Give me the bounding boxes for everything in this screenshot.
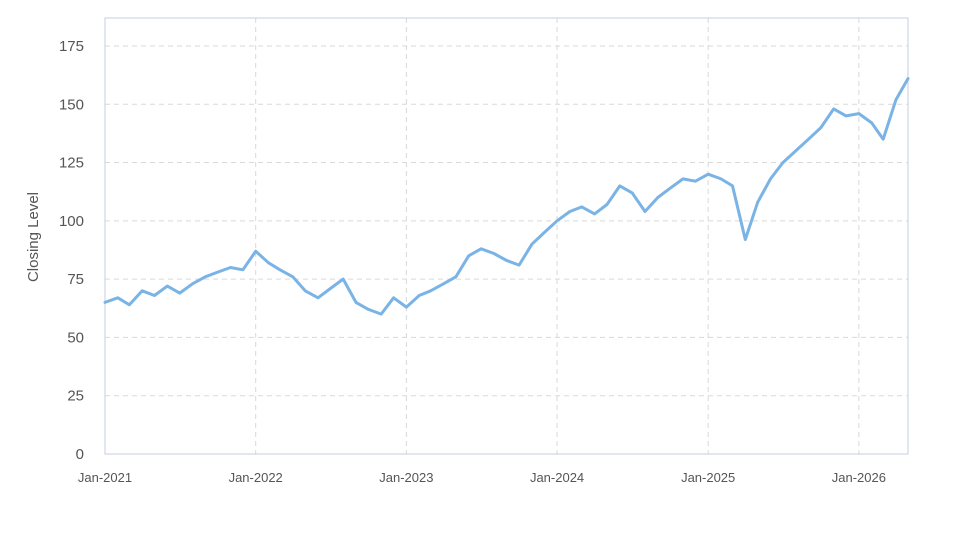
data-point — [442, 282, 445, 285]
data-point — [807, 138, 810, 141]
data-point — [681, 177, 685, 181]
data-point — [707, 173, 710, 176]
data-point — [580, 205, 583, 209]
data-point — [153, 294, 156, 297]
data-point — [530, 243, 534, 246]
y-tick-label: 150 — [59, 96, 84, 113]
data-point — [694, 180, 697, 183]
data-point — [128, 303, 131, 306]
data-point — [505, 259, 508, 262]
data-point — [857, 112, 861, 115]
data-point — [844, 114, 848, 118]
x-tick-label: Jan-2022 — [229, 470, 283, 485]
data-point — [216, 270, 219, 274]
y-tick-label: 125 — [59, 155, 84, 172]
y-tick-label: 75 — [67, 271, 84, 288]
data-point — [418, 294, 421, 297]
x-tick-label: Jan-2024 — [530, 470, 584, 485]
data-point — [543, 231, 546, 234]
data-point — [342, 277, 345, 281]
data-point — [354, 301, 358, 304]
y-axis-title: Closing Level — [25, 192, 42, 282]
x-tick-label: Jan-2023 — [379, 470, 433, 485]
data-point — [605, 203, 609, 206]
data-point — [555, 219, 559, 222]
data-point — [329, 287, 332, 290]
data-point — [656, 196, 659, 199]
data-point — [819, 126, 823, 129]
data-point — [781, 161, 785, 164]
y-tick-label: 25 — [67, 388, 84, 405]
data-point — [517, 263, 521, 267]
data-point — [756, 201, 759, 204]
data-point — [116, 296, 120, 299]
data-point — [719, 177, 723, 181]
data-point — [894, 98, 898, 101]
plot-frame — [104, 17, 909, 455]
data-point — [479, 247, 483, 250]
data-point — [141, 289, 144, 292]
x-tick-label: Jan-2026 — [832, 470, 886, 485]
data-point — [191, 282, 194, 285]
data-point — [278, 268, 282, 271]
data-point — [643, 210, 647, 213]
y-tick-label: 175 — [59, 38, 84, 55]
x-tick-label: Jan-2025 — [681, 470, 735, 485]
series-layer — [103, 77, 910, 316]
data-point — [405, 305, 408, 309]
data-point — [204, 275, 207, 278]
data-point — [454, 275, 458, 278]
data-point — [166, 284, 169, 288]
data-point — [304, 289, 307, 292]
data-point — [429, 289, 432, 292]
data-point — [832, 107, 835, 111]
y-tick-label: 50 — [67, 329, 84, 346]
x-tick-label: Jan-2021 — [78, 470, 132, 485]
data-point — [467, 254, 470, 257]
data-point — [254, 250, 257, 253]
data-point — [229, 266, 232, 269]
data-point — [380, 312, 383, 316]
data-point — [392, 296, 395, 299]
data-point — [744, 238, 747, 241]
grid-lines — [105, 18, 908, 454]
tick-labels: 0 25 50 75 100 125 150 175 Jan-2021 Jan-2022 Jan-2… — [59, 38, 886, 485]
data-point — [316, 296, 320, 299]
data-point — [492, 252, 496, 255]
data-point — [769, 177, 772, 181]
data-point — [906, 77, 910, 80]
data-point — [568, 210, 572, 213]
data-point — [178, 291, 181, 295]
data-point — [241, 268, 245, 271]
data-point — [593, 212, 596, 216]
y-tick-label: 100 — [59, 213, 84, 230]
data-point — [731, 184, 734, 188]
data-point — [103, 301, 107, 304]
data-point — [618, 184, 621, 188]
axes — [104, 17, 909, 455]
data-point — [669, 187, 672, 190]
data-point — [794, 149, 797, 153]
data-point — [870, 121, 873, 125]
data-point — [367, 308, 370, 311]
data-point — [882, 138, 885, 141]
data-point — [291, 275, 294, 278]
data-point — [631, 191, 634, 195]
data-point — [267, 261, 270, 264]
y-tick-label: 0 — [76, 446, 84, 463]
